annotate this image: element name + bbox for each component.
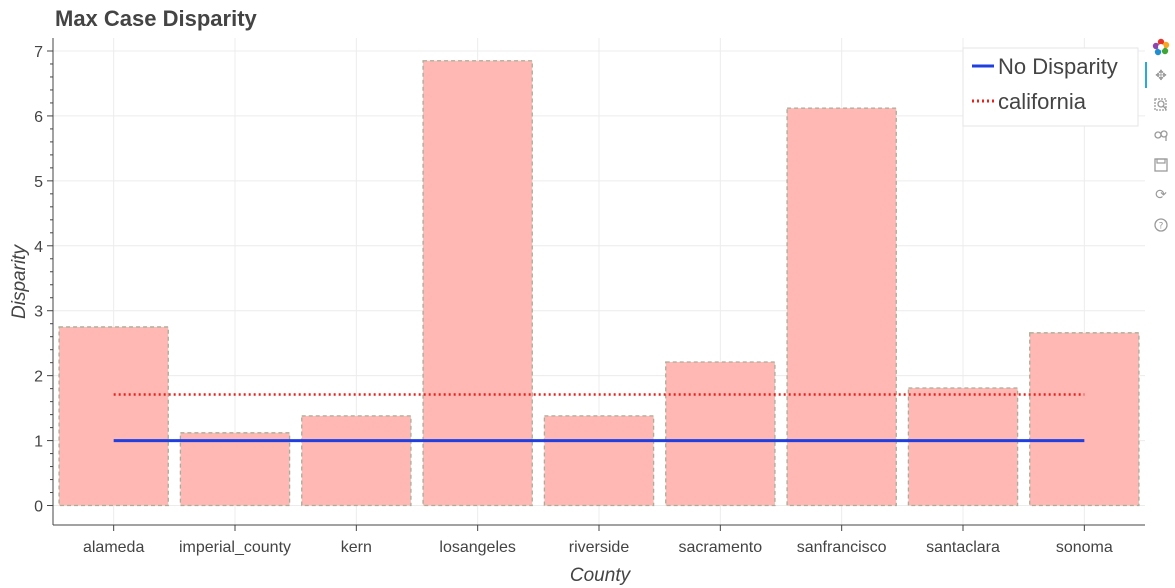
- y-tick-label: 1: [34, 434, 43, 451]
- bar-sanfrancisco: [786, 107, 897, 507]
- active-tool-indicator: [1145, 62, 1147, 88]
- y-tick-label: 0: [34, 499, 43, 516]
- bokeh-logo-icon[interactable]: [1150, 36, 1172, 58]
- wheel-zoom-icon[interactable]: [1150, 124, 1172, 146]
- y-tick-label: 7: [34, 44, 43, 61]
- pan-icon[interactable]: ✥: [1155, 68, 1167, 84]
- x-tick-label: sonoma: [1056, 539, 1113, 556]
- x-tick-label: sacramento: [679, 539, 763, 556]
- chart-title: Max Case Disparity: [55, 6, 257, 31]
- bar-alameda: [58, 326, 169, 507]
- svg-text:?: ?: [1159, 222, 1164, 232]
- bar-riverside: [543, 415, 655, 507]
- x-tick-label: alameda: [83, 539, 144, 556]
- bar-sacramento: [665, 361, 776, 507]
- legend: No Disparity california: [962, 47, 1139, 127]
- legend-label-california: california: [998, 89, 1087, 114]
- bar-kern: [301, 415, 412, 507]
- bars: [58, 60, 1140, 507]
- y-tick-label: 4: [34, 239, 43, 256]
- ticks: 0 1 2 3 4 5 6 7 alameda imperial_county kern losang…: [34, 44, 1113, 556]
- x-tick-label: riverside: [569, 539, 630, 556]
- reset-icon[interactable]: ⟳: [1155, 187, 1167, 203]
- x-tick-label: losangeles: [439, 539, 516, 556]
- bar-santaclara: [907, 387, 1019, 507]
- legend-box: [962, 47, 1139, 127]
- y-tick-label: 5: [34, 174, 43, 191]
- box-zoom-icon[interactable]: [1150, 94, 1172, 116]
- y-tick-label: 6: [34, 109, 43, 126]
- x-axis-title: County: [570, 565, 632, 586]
- y-tick-label: 2: [34, 369, 43, 386]
- bar-imperial_county: [179, 432, 291, 507]
- x-tick-label: imperial_county: [179, 539, 291, 556]
- y-axis-title: Disparity: [9, 244, 30, 319]
- x-tick-label: sanfrancisco: [797, 539, 887, 556]
- bar-sonoma: [1029, 332, 1140, 507]
- reference-lines: [113, 393, 1085, 443]
- x-tick-label: santaclara: [926, 539, 1000, 556]
- y-tick-label: 3: [34, 304, 43, 321]
- help-icon[interactable]: ?: [1150, 214, 1172, 236]
- bar-losangeles: [422, 60, 533, 507]
- legend-label-no-disparity: No Disparity: [998, 54, 1118, 79]
- save-icon[interactable]: [1150, 154, 1172, 176]
- x-tick-label: kern: [341, 539, 372, 556]
